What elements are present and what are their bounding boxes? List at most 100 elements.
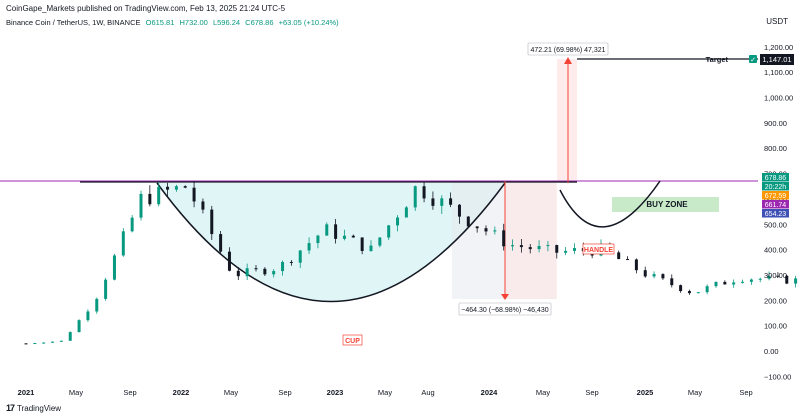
x-tick-label: Sep — [278, 388, 291, 397]
candle-up — [732, 282, 736, 285]
x-tick-label: Sep — [123, 388, 136, 397]
candle-down — [475, 226, 479, 229]
x-axis: 2021 May Sep 2022 May Sep 2023 May Aug 2024 May Sep… — [18, 388, 753, 397]
candle-down — [192, 187, 196, 202]
x-tick-label: May — [224, 388, 238, 397]
y-tick-label: 1,100.00 — [764, 68, 793, 77]
price-tag-label: 20:22h — [765, 184, 787, 191]
candle-down — [24, 343, 28, 345]
candle-down — [360, 237, 364, 251]
y-tick-label: 500.00 — [764, 220, 787, 229]
measure-up-box — [557, 59, 577, 183]
x-tick-label: May — [536, 388, 550, 397]
candle-down — [661, 274, 665, 279]
candle-up — [307, 243, 311, 251]
candle-up — [281, 261, 285, 272]
handle-curve — [559, 180, 661, 228]
y-tick-label: 1,200.00 — [764, 43, 793, 52]
candle-down — [289, 261, 293, 263]
target-label: Target — [706, 55, 729, 64]
symbol-info: Binance Coin / TetherUS, 1W, BINANCE O61… — [6, 18, 342, 27]
candle-up — [696, 292, 700, 294]
price-tags: 678.86 20:22h 672.59 661.74 654.23 — [762, 173, 789, 218]
x-tick-label: 2022 — [173, 388, 190, 397]
candle-down — [334, 224, 338, 239]
candle-down — [219, 234, 223, 252]
candle-up — [245, 268, 249, 277]
candle-down — [785, 275, 789, 284]
cup-label: CUP — [345, 338, 360, 345]
candle-up — [413, 186, 417, 208]
candle-up — [440, 198, 444, 206]
publisher-line: CoinGape_Markets published on TradingVie… — [6, 4, 286, 13]
price-tag-label: 654.23 — [765, 211, 787, 218]
candle-down — [431, 198, 435, 206]
price-tag-label: 661.74 — [765, 202, 787, 209]
measure-down-arrowhead — [501, 294, 509, 300]
x-tick-label: 2025 — [637, 388, 654, 397]
price-tag-bg — [762, 182, 789, 191]
candle-down — [519, 245, 523, 248]
measure-up-label-box — [527, 42, 609, 56]
candle-up — [68, 332, 72, 341]
candle-up — [404, 207, 408, 218]
candle-up — [564, 250, 568, 253]
candle-up — [741, 281, 745, 283]
candle-up — [59, 340, 63, 342]
candle-up — [546, 245, 550, 247]
candle-down — [484, 228, 488, 232]
candle-up — [378, 237, 382, 246]
candle-up — [157, 186, 161, 205]
candle-up — [794, 278, 798, 284]
candle-down — [227, 251, 231, 271]
x-tick-label: Sep — [585, 388, 598, 397]
ohlc-close: C678.86 — [245, 18, 274, 27]
x-tick-label: 2021 — [18, 388, 35, 397]
footer: 17 TradingView — [6, 403, 61, 413]
candle-up — [493, 230, 497, 232]
measure-down-label: −464.30 (−68.98%) −46,430 — [461, 307, 548, 314]
measure-up-label: 472.21 (69.98%) 47,321 — [530, 47, 605, 54]
candle-up — [342, 235, 346, 239]
candle-down — [148, 193, 152, 205]
ohlc-open: O615.81 — [145, 18, 175, 27]
candle-down — [626, 259, 630, 261]
candle-down — [528, 247, 532, 250]
y-tick-label: 0.00 — [764, 347, 779, 356]
candle-down — [351, 235, 355, 238]
y-tick-label: 900.00 — [764, 119, 787, 128]
candle-up — [369, 245, 373, 251]
y-tick-label: 300.00 — [764, 271, 787, 280]
price-tag-bg — [762, 173, 789, 182]
target-value-box — [760, 54, 794, 65]
candle-up — [652, 274, 656, 277]
candle-up — [130, 217, 134, 232]
candle-up — [95, 298, 99, 312]
candle-down — [254, 268, 258, 270]
candle-down — [449, 198, 453, 205]
price-tag-label: 678.86 — [765, 175, 787, 182]
handle-label-box — [582, 243, 615, 255]
currency-unit: USDT — [766, 17, 788, 26]
y-tick-label: 400.00 — [764, 246, 787, 255]
candle-down — [457, 204, 461, 217]
candle-down — [555, 245, 559, 253]
candle-down — [183, 186, 187, 188]
buy-zone-label: BUY ZONE — [646, 200, 688, 209]
candle-down — [643, 270, 647, 277]
candle-down — [679, 285, 683, 292]
candle-up — [537, 246, 541, 250]
candle-up — [316, 235, 320, 244]
handle-label: HANDLE — [584, 247, 613, 254]
candle-up — [714, 281, 718, 287]
candle-up — [33, 343, 37, 345]
candle-up — [174, 186, 178, 190]
candle-down — [236, 270, 240, 277]
measure-range-box-right — [505, 181, 557, 299]
candle-down — [466, 216, 470, 227]
candle-up — [572, 248, 576, 251]
candle-up — [705, 286, 709, 293]
candle-up — [77, 320, 81, 333]
measure-up-arrowhead — [564, 57, 572, 64]
